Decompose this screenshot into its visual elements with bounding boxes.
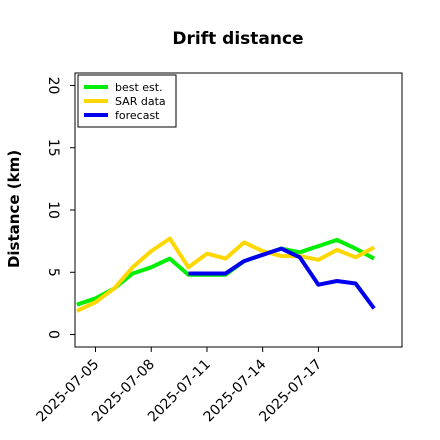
y-tick-label: 20 [45, 77, 61, 95]
y-tick-label: 0 [45, 330, 61, 339]
y-tick-label: 5 [45, 268, 61, 277]
y-tick-label: 10 [45, 201, 61, 219]
y-tick-label: 15 [45, 139, 61, 157]
y-axis-ticks: 0 5 10 15 20 [45, 77, 75, 339]
series-lines [76, 236, 376, 313]
legend-label: forecast [115, 109, 160, 122]
chart-title: Drift distance [172, 29, 303, 49]
series-line-2 [76, 236, 376, 313]
legend-label: best est. [115, 81, 163, 94]
legend-label: SAR data [115, 95, 166, 108]
series-line-3 [188, 246, 376, 310]
y-axis-label: Distance (km) [5, 150, 23, 268]
